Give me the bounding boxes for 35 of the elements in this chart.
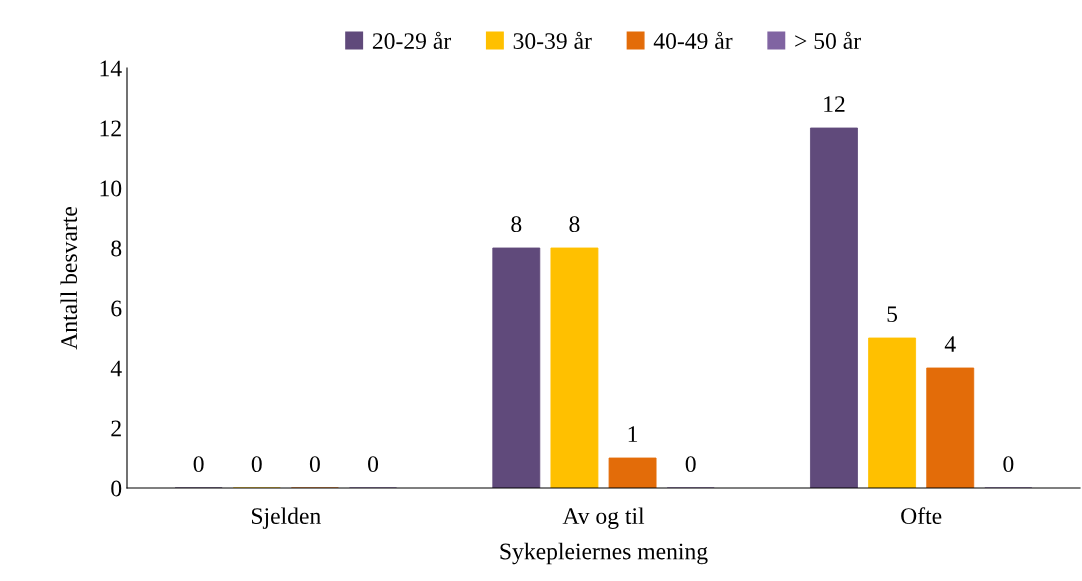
data-label: 5: [887, 306, 898, 323]
bar: [492, 247, 541, 488]
bar: [810, 127, 858, 488]
y-tick-label: 6: [111, 300, 122, 317]
y-tick-label: 8: [111, 240, 122, 257]
data-label: 1: [628, 426, 638, 442]
bar: [868, 337, 917, 488]
bar: [608, 457, 657, 488]
bar: [550, 247, 599, 488]
y-tick-label: 2: [111, 420, 121, 437]
y-tick-label: 14: [100, 60, 122, 77]
x-tick-label: Ofte: [901, 507, 942, 525]
x-tick-label: Av og til: [562, 507, 645, 529]
data-label: 0: [368, 456, 379, 473]
y-tick-label: 4: [110, 360, 122, 377]
x-axis-title: Sykepleiernes mening: [500, 542, 708, 565]
y-tick-label: 0: [111, 480, 122, 497]
y-tick-label: 10: [100, 180, 122, 197]
x-tick-label: Sjelden: [252, 507, 321, 529]
data-label: 0: [309, 456, 320, 473]
data-label: 0: [1003, 456, 1014, 473]
y-tick-label: 12: [100, 120, 121, 137]
data-label: 0: [685, 456, 696, 473]
data-label: 8: [569, 216, 580, 233]
legend-label: > 50 år: [795, 31, 861, 50]
data-label: 0: [251, 456, 262, 473]
bar: [926, 367, 975, 488]
legend-label: 40-49 år: [653, 31, 733, 50]
data-label: 8: [511, 216, 522, 233]
data-label: 12: [824, 96, 845, 112]
legend-label: 30-39 år: [513, 31, 592, 50]
data-label: 0: [193, 456, 204, 473]
data-label: 4: [944, 336, 956, 352]
y-axis-title: Antall besvarte: [60, 207, 78, 350]
legend-label: 20-29 år: [372, 31, 451, 50]
